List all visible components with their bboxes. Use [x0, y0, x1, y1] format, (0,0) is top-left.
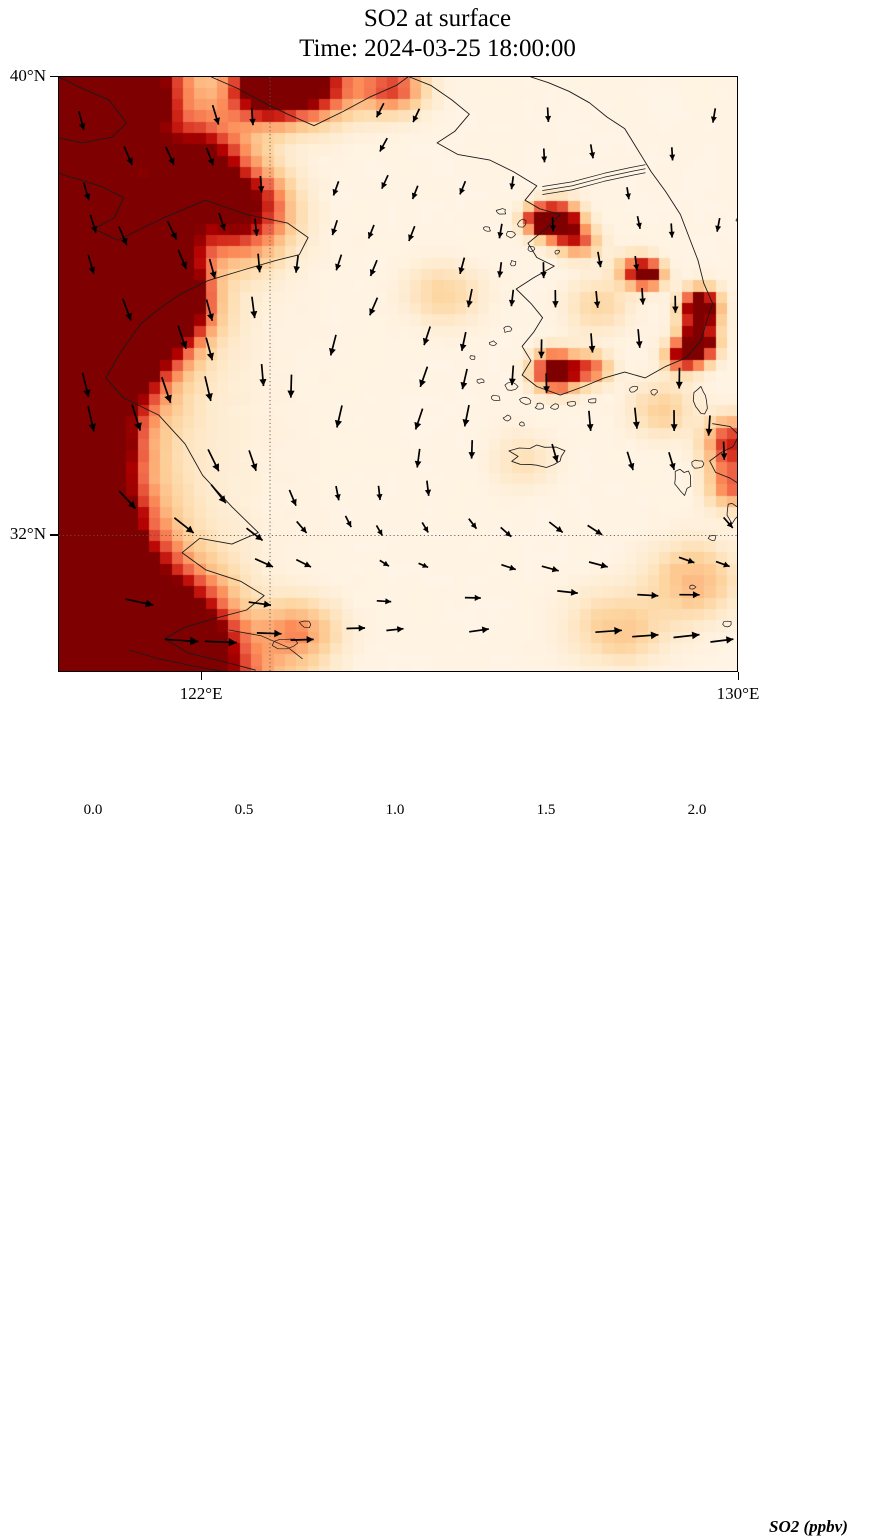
y-tick-mark-1	[50, 534, 58, 535]
figure-root: SO2 at surface Time: 2024-03-25 18:00:00…	[0, 0, 875, 836]
x-tick-label-0: 122°E	[141, 684, 261, 704]
figure-title: SO2 at surface	[0, 4, 875, 34]
figure-subtitle-time: Time: 2024-03-25 18:00:00	[0, 34, 875, 64]
colorbar-gradient	[0, 752, 875, 836]
colorbar-tick-label-2: 1.0	[355, 802, 435, 819]
x-tick-mark-0	[201, 672, 202, 680]
y-tick-label-1: 32°N	[0, 524, 46, 544]
y-tick-label-0: 40°N	[0, 66, 46, 86]
wind-vector-quiver	[59, 77, 738, 672]
x-tick-label-1: 130°E	[678, 684, 798, 704]
colorbar-tick-label-3: 1.5	[506, 802, 586, 819]
y-tick-mark-0	[50, 76, 58, 77]
map-axes[interactable]	[58, 76, 738, 672]
colorbar-tick-label-0: 0.0	[53, 802, 133, 819]
figure-title-block: SO2 at surface Time: 2024-03-25 18:00:00	[0, 4, 875, 64]
colorbar-label: SO2 (ppbv)	[769, 1517, 848, 1537]
colorbar-tick-label-4: 2.0	[657, 802, 737, 819]
colorbar-tick-label-1: 0.5	[204, 802, 284, 819]
x-tick-mark-1	[738, 672, 739, 680]
